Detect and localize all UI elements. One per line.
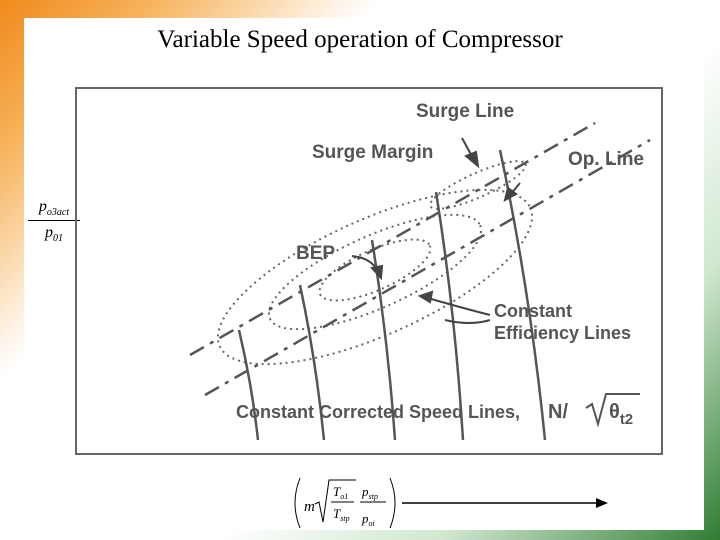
mass-flow-symbol: m xyxy=(304,499,315,515)
speed-line-1 xyxy=(237,329,260,441)
annotation-arrows xyxy=(351,137,521,324)
sqrt-sign-x xyxy=(314,479,356,523)
left-paren xyxy=(294,477,301,529)
map-frame xyxy=(75,87,663,455)
efficiency-ellipse-outer xyxy=(216,188,534,366)
speed-symbol-label: N/ xyxy=(548,401,568,423)
speed-line-4 xyxy=(434,191,465,441)
surge-line xyxy=(189,121,596,357)
efficiency-ellipses xyxy=(216,160,534,366)
y-axis-denominator: p01 xyxy=(45,224,63,245)
pressure-denominator: poi xyxy=(361,511,375,528)
y-axis-label: po3act p01 xyxy=(28,198,80,244)
sqrt-symbol xyxy=(585,393,640,428)
slide-title: Variable Speed operation of Compressor xyxy=(157,26,563,53)
bep-label: BEP xyxy=(296,243,335,264)
slide-panel xyxy=(24,18,704,530)
speed-line-2 xyxy=(298,284,326,441)
right-paren xyxy=(389,477,396,529)
surge-margin-label: Surge Margin xyxy=(312,142,433,163)
efficiency-ellipse-middle xyxy=(267,213,483,331)
speed-line-3 xyxy=(370,239,397,441)
constant-efficiency-label-line1: Constant xyxy=(494,301,572,321)
theta-label: θt2 xyxy=(609,401,633,428)
constant-speed-lines xyxy=(237,149,547,441)
temp-denominator: Tstp xyxy=(333,506,350,523)
surge-line-label: Surge Line xyxy=(416,101,514,122)
operating-line xyxy=(204,138,651,397)
x-axis-arrowhead xyxy=(596,498,608,508)
temp-numerator: To1 xyxy=(333,484,348,501)
constant-speed-label: Constant Corrected Speed Lines, xyxy=(236,402,520,422)
constant-efficiency-label-line2: Efficiency Lines xyxy=(494,323,631,343)
y-axis-numerator: po3act xyxy=(28,198,80,222)
pressure-numerator: pstp xyxy=(361,484,378,501)
op-line-label: Op. Line xyxy=(568,149,644,170)
efficiency-ellipse-inner xyxy=(318,238,432,302)
x-axis-parameter: m To1 Tstp pstp poi xyxy=(294,477,396,529)
